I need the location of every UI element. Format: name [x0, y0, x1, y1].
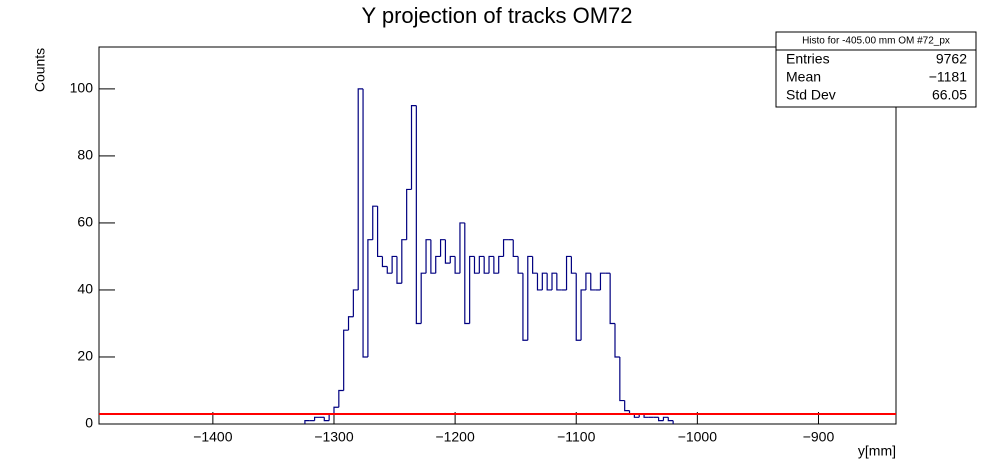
- histogram-bin: [367, 239, 373, 357]
- stats-label: Std Dev: [786, 87, 836, 103]
- x-tick-label: −1300: [314, 429, 354, 445]
- x-tick-label: −1100: [557, 429, 595, 445]
- histogram-bin: [439, 239, 446, 257]
- x-tick-label: −1200: [435, 429, 475, 445]
- histogram-bin: [488, 255, 494, 274]
- y-tick-label: 60: [77, 214, 93, 230]
- histogram-bin: [473, 256, 480, 274]
- histogram-bin: [570, 256, 577, 274]
- stats-title: Histo for -405.00 mm OM #72_px: [802, 36, 950, 47]
- histogram-bin: [469, 255, 475, 324]
- stats-frame: [775, 31, 977, 108]
- histogram-bin: [599, 272, 606, 290]
- histogram-bin: [527, 255, 533, 341]
- histogram-bin: [425, 239, 431, 274]
- histogram-bin: [372, 205, 378, 240]
- histogram-bin: [430, 239, 436, 274]
- histogram-bin: [580, 289, 586, 341]
- histogram-bin: [657, 417, 664, 422]
- histogram-bin: [532, 256, 538, 274]
- histogram-bin: [614, 323, 620, 358]
- stats-label: Mean: [786, 69, 821, 85]
- histogram-bin: [435, 255, 441, 274]
- histogram-bin: [517, 256, 523, 274]
- histogram-bin: [459, 222, 465, 274]
- histogram-bin: [386, 266, 393, 274]
- histogram-bin: [498, 255, 504, 274]
- histogram-bin: [406, 188, 412, 240]
- y-tick-label: 20: [77, 348, 93, 364]
- histogram-bin: [347, 316, 354, 331]
- histogram-bin: [575, 273, 582, 341]
- histogram-bin: [619, 356, 625, 402]
- stats-box: Histo for -405.00 mm OM #72_px Entries 97…: [775, 31, 977, 108]
- histogram-bin: [357, 88, 364, 290]
- histogram-bin: [662, 416, 669, 421]
- stats-value: 9762: [936, 51, 967, 67]
- y-tick-label: 100: [70, 80, 94, 96]
- histogram-bin: [401, 239, 407, 284]
- histogram-bin: [420, 272, 427, 324]
- plot-frame: [98, 46, 897, 425]
- histogram-bin: [546, 273, 553, 291]
- histogram-bin: [381, 256, 388, 268]
- histogram-bin: [444, 239, 451, 264]
- histogram-bin: [376, 206, 383, 258]
- y-tick-label: 80: [77, 147, 93, 163]
- x-axis-label: y[mm]: [858, 443, 896, 459]
- x-tick-label: −1400: [193, 429, 233, 445]
- histogram-bin: [333, 406, 339, 414]
- histogram-bin: [314, 416, 320, 421]
- histogram-bin: [551, 272, 557, 290]
- histogram-bin: [352, 289, 359, 317]
- histogram-bin: [512, 239, 519, 258]
- histogram-bin: [565, 255, 572, 290]
- histogram-bin: [556, 273, 562, 291]
- histogram-bin: [410, 105, 417, 190]
- histogram-bin: [415, 105, 422, 325]
- histogram-bin: [536, 273, 543, 291]
- x-tick-label: −1000: [678, 429, 718, 445]
- histogram-bin: [396, 256, 402, 284]
- chart-title: Y projection of tracks OM72: [361, 3, 632, 28]
- histogram-bin: [624, 400, 630, 412]
- stats-value: 66.05: [932, 87, 967, 103]
- histogram-bin: [590, 273, 596, 291]
- histogram-bin: [304, 420, 310, 424]
- histogram-bin: [449, 255, 456, 264]
- y-tick-label: 40: [77, 281, 93, 297]
- histogram-bin: [328, 413, 334, 421]
- histogram-bin: [362, 88, 368, 358]
- x-tick-label: −900: [803, 429, 835, 445]
- histogram-bin: [338, 389, 344, 408]
- stats-value: −1181: [929, 69, 967, 85]
- stats-label: Entries: [786, 51, 830, 67]
- histogram-bin: [643, 413, 649, 418]
- histogram-bin: [391, 255, 397, 274]
- histogram-bin: [343, 329, 349, 391]
- histogram-bin: [323, 417, 330, 422]
- histogram-bin: [609, 273, 615, 325]
- histogram-bin: [493, 256, 499, 274]
- histogram-bin: [478, 255, 485, 274]
- y-axis-label: Counts: [32, 48, 48, 92]
- histogram-bin: [464, 222, 470, 325]
- histogram-bin: [502, 239, 509, 257]
- histogram-bin: [541, 272, 548, 290]
- histogram-bin: [667, 417, 674, 422]
- histogram-bin: [483, 256, 490, 274]
- histogram-bin: [454, 256, 460, 274]
- y-tick-label: 0: [85, 415, 93, 431]
- histogram-bin: [585, 272, 591, 290]
- histogram-bin: [522, 273, 528, 341]
- histogram-bin: [633, 413, 640, 418]
